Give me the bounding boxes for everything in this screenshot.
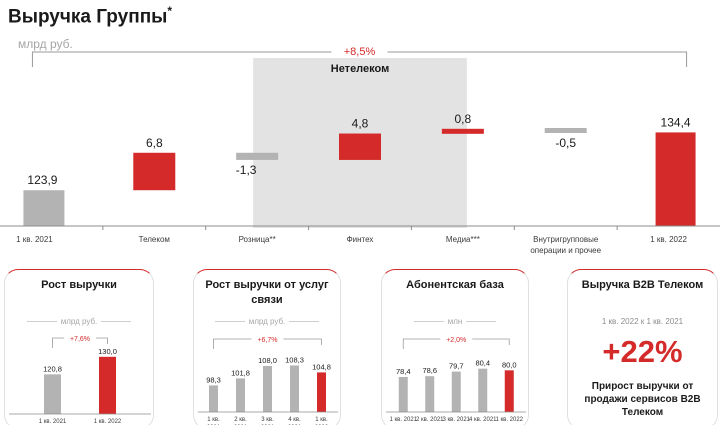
mini-category-label: 1 кв. 2022 (496, 417, 524, 423)
mini-value-label: 120,8 (43, 364, 62, 373)
card-title: Рост выручки (41, 279, 117, 291)
b2b-telecom-card: Выручка B2B Телеком 1 кв. 2022 к 1 кв. 2… (567, 269, 718, 425)
mini-value-label: 104,8 (312, 362, 331, 371)
mini-value-label: 108,3 (285, 355, 304, 364)
mini-category-label: 1 кв. 2022 (94, 419, 122, 425)
mini-value-label: 101,8 (231, 368, 250, 377)
waterfall-value-label: 0,8 (455, 112, 472, 126)
waterfall-category-label: Финтех (347, 235, 374, 244)
waterfall-bar (133, 152, 176, 191)
mini-value-label: 78,6 (422, 366, 437, 375)
mini-category-label: 1 кв. (315, 417, 328, 423)
change-label: +6,7% (257, 337, 277, 344)
mini-category-label: 3 кв. 2021 (443, 417, 471, 423)
change-label-bg (440, 334, 473, 344)
waterfall-value-label: -0,5 (555, 136, 576, 150)
card-title: Рост выручки от услуг связи (205, 279, 329, 306)
waterfall-category-label: Телеком (139, 235, 170, 244)
mini-category-label: 4 кв. (288, 417, 301, 423)
mini-bar (504, 370, 514, 412)
waterfall-category-label: 1 кв. 2022 (650, 235, 687, 244)
card-title: Абонентская база (406, 279, 504, 291)
waterfall-value-label: 134,4 (661, 115, 691, 129)
mini-category-label: 2 кв. 2021 (416, 417, 444, 423)
mini-category-label: 1 кв. 2021 (390, 417, 418, 423)
revenue-growth-card: Рост выручки млрд руб. +7,6% 120,8 1 кв. 2… (4, 269, 154, 425)
waterfall-bar (544, 127, 587, 133)
mini-bar (317, 372, 326, 412)
mini-bar (209, 385, 218, 412)
mini-value-label: 79,7 (449, 362, 464, 371)
mini-bar (398, 377, 408, 412)
page-title: Выручка Группы* (8, 4, 172, 28)
non-telecom-label: Нетелеком (331, 63, 389, 75)
card-unit: млрд руб. (5, 317, 153, 326)
waterfall-value-label: 4,8 (352, 117, 369, 131)
mini-value-label: 108,0 (258, 356, 277, 365)
mini-bar (478, 368, 488, 412)
waterfall-value-label: 6,8 (146, 136, 163, 150)
waterfall-category-label: операции и прочее (530, 246, 601, 255)
mini-bar (451, 371, 461, 412)
mini-category-label: 1 кв. 2021 (39, 419, 67, 425)
change-label-bg (251, 334, 284, 344)
mini-category-label: 1 кв. (207, 417, 220, 423)
mini-category-label: 2 кв. (234, 417, 247, 423)
waterfall-chart: Нетелеком +8,5% 123,9 1 кв. 2021 6,8 Телеком -… (0, 44, 720, 255)
title-footnote-mark: * (167, 4, 173, 18)
waterfall-bar (655, 132, 696, 226)
waterfall-bar (339, 133, 381, 160)
card-unit: млрд руб. (194, 317, 340, 326)
mini-bar (44, 374, 61, 414)
mini-value-label: 80,0 (502, 360, 517, 369)
total-change-label-bg (331, 44, 388, 58)
mini-bar (290, 365, 299, 412)
telecom-revenue-card: Рост выручки от услуг связи млрд руб. +6… (193, 269, 341, 425)
mini-bar (99, 356, 116, 414)
mini-value-label: 130,0 (98, 347, 117, 356)
card-title: Выручка B2B Телеком (581, 279, 704, 291)
waterfall-bar (23, 190, 65, 226)
main-chart-unit: млрд руб. (18, 37, 73, 51)
card-unit-text: млрд руб. (60, 317, 98, 326)
mini-bar (263, 366, 272, 412)
revenue-growth-chart: +7,6% 120,8 1 кв. 2021 130,0 1 кв. 2022 (9, 333, 151, 425)
mini-value-label: 80,4 (475, 359, 490, 368)
subscriber-base-card: Абонентская база млн +2,0% 78,4 1 кв. 2021… (381, 269, 529, 425)
subscriber-base-chart: +2,0% 78,4 1 кв. 2021 78,6 2 кв. 2021 79,7 3 к… (386, 334, 526, 423)
waterfall-category-label: Розница** (239, 235, 276, 244)
mini-bar (425, 376, 435, 412)
mini-value-label: 98,3 (206, 375, 221, 384)
card-unit: млн (382, 317, 528, 326)
waterfall-bar (441, 128, 484, 134)
change-label: +2,0% (446, 337, 466, 344)
waterfall-category-label: Медиа*** (446, 235, 480, 244)
b2b-period: 1 кв. 2022 к 1 кв. 2021 (601, 317, 684, 326)
change-label: +7,6% (70, 336, 90, 343)
b2b-description: Прирост выручки от продажи сервисов B2B … (584, 381, 701, 418)
card-unit-text: млрд руб. (248, 317, 286, 326)
mini-category-label: 3 кв. (261, 417, 274, 423)
card-unit-text: млн (447, 317, 463, 326)
mini-category-label: 4 кв. 2021 (469, 417, 497, 423)
waterfall-category-label: Внутригрупповые (533, 235, 599, 244)
mini-bar (236, 378, 245, 412)
mini-value-label: 78,4 (396, 367, 411, 376)
waterfall-category-label: 1 кв. 2021 (16, 235, 53, 244)
b2b-growth-value: +22% (602, 334, 683, 369)
title-text: Выручка Группы (8, 6, 168, 28)
waterfall-value-label: 123,9 (27, 173, 57, 187)
change-label-bg (64, 333, 96, 343)
waterfall-value-label: -1,3 (236, 163, 257, 177)
waterfall-bar (236, 152, 279, 160)
telecom-revenue-chart: +6,7%98,31 кв.2021101,82 кв.2021108,03 к… (198, 334, 338, 423)
total-change-label: +8,5% (344, 46, 376, 58)
